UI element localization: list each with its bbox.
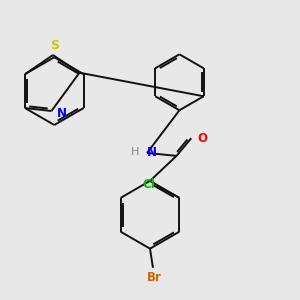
Text: Br: Br — [147, 271, 162, 284]
Text: Cl: Cl — [142, 178, 155, 191]
Text: O: O — [198, 132, 208, 145]
Text: N: N — [146, 146, 157, 159]
Text: H: H — [131, 147, 140, 158]
Text: S: S — [50, 38, 59, 52]
Text: N: N — [57, 107, 67, 120]
